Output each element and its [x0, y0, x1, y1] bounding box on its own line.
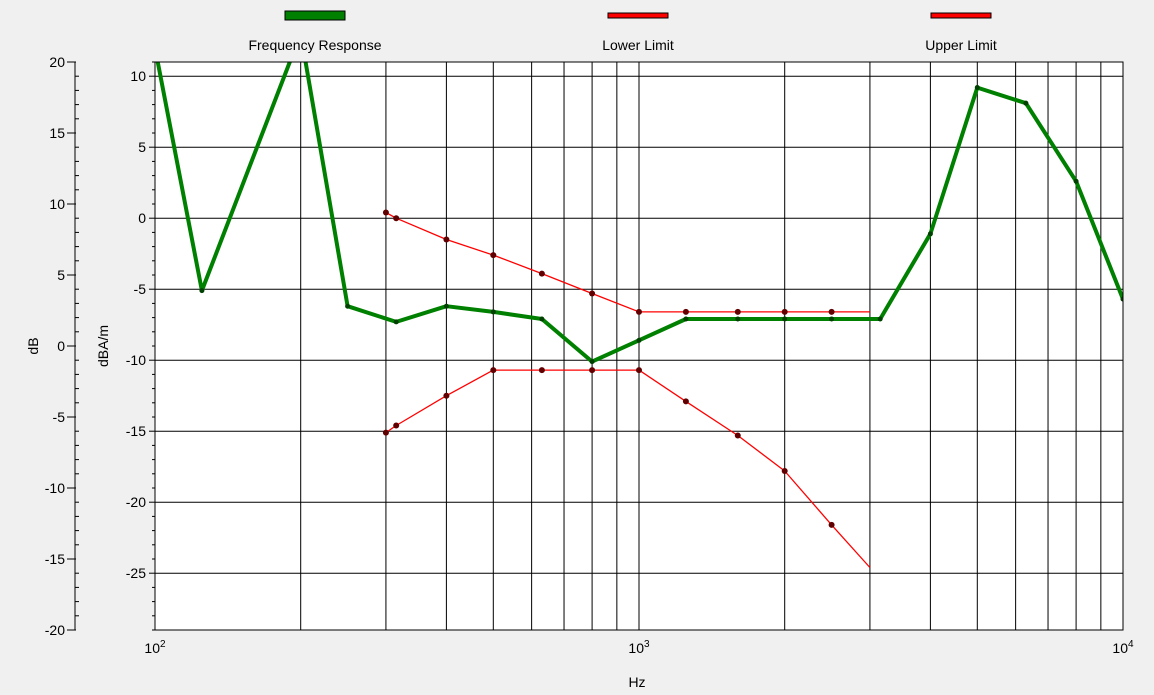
data-point: [735, 316, 741, 322]
data-point: [636, 367, 642, 374]
y-axis-inner-title: dBA/m: [95, 325, 111, 367]
x-tick-label: 104: [1112, 639, 1134, 656]
data-point: [490, 252, 497, 259]
x-tick-label-base: 10: [1112, 640, 1128, 656]
data-point: [1023, 100, 1029, 106]
y-axis-outer-title: dB: [25, 337, 41, 354]
data-point: [589, 290, 596, 297]
data-point: [1073, 178, 1079, 184]
legend-swatch: [607, 12, 669, 19]
x-tick-label-exponent: 2: [160, 639, 166, 650]
x-tick-label-exponent: 4: [1128, 639, 1134, 650]
y-outer-tick-label: 5: [57, 267, 65, 283]
x-tick-label: 102: [144, 639, 166, 656]
series-2: [382, 367, 871, 568]
series-1: [382, 209, 870, 315]
y-outer-tick-label: 15: [49, 125, 65, 141]
y-inner-tick-label: 5: [138, 139, 146, 155]
y-outer-tick-label: -15: [45, 551, 65, 567]
y-outer-tick-label: -5: [53, 409, 66, 425]
data-point: [199, 288, 205, 294]
series-line: [385, 369, 871, 568]
data-point: [781, 467, 788, 474]
y-axis-outer: 20 15 10 5 0 -5 -10 -15 -20: [45, 54, 79, 638]
data-point: [1120, 296, 1123, 302]
x-axis: 102 103 104: [144, 639, 1134, 656]
series-line: [385, 211, 870, 313]
data-point: [781, 308, 788, 315]
data-point: [734, 308, 741, 315]
data-point: [636, 337, 642, 343]
data-point: [298, 31, 303, 36]
data-point: [782, 316, 788, 322]
data-point: [927, 231, 933, 237]
data-point: [393, 422, 400, 429]
data-point: [345, 303, 351, 309]
y-outer-tick-label: 20: [49, 54, 65, 70]
data-point: [828, 308, 835, 315]
data-point: [828, 521, 835, 528]
y-outer-tick-label: -10: [45, 480, 65, 496]
data-point: [683, 316, 689, 322]
data-point: [636, 308, 642, 315]
data-point: [734, 432, 741, 439]
data-point: [382, 429, 389, 436]
data-point: [153, 45, 158, 50]
x-tick-label-base: 10: [628, 640, 644, 656]
legend: Frequency Response Lower Limit Upper Limit: [248, 10, 997, 53]
data-point: [443, 303, 449, 309]
y-inner-tick-label: -20: [126, 494, 146, 510]
x-tick-label: 103: [628, 639, 650, 656]
data-point: [682, 308, 689, 315]
y-axis-inner: 10 5 0 -5 -10 -15 -20 -25: [126, 61, 155, 631]
data-point: [393, 215, 400, 222]
data-point: [829, 316, 835, 322]
legend-label: Lower Limit: [602, 37, 674, 53]
data-point: [589, 359, 595, 365]
data-point: [382, 209, 389, 216]
series-line: [155, 62, 1123, 364]
legend-label: Frequency Response: [248, 37, 381, 53]
data-point: [490, 367, 497, 374]
x-tick-label-base: 10: [144, 640, 160, 656]
data-point: [682, 398, 689, 405]
data-point: [443, 236, 450, 243]
data-point: [877, 316, 883, 322]
y-outer-tick-label: 10: [49, 196, 65, 212]
y-inner-tick-label: -25: [126, 565, 146, 581]
y-inner-tick-label: 10: [130, 68, 146, 84]
y-inner-tick-label: -5: [134, 281, 147, 297]
data-point: [490, 309, 496, 315]
data-point: [974, 85, 980, 91]
y-outer-tick-label: 0: [57, 338, 65, 354]
grid: [155, 62, 1123, 630]
legend-label: Upper Limit: [925, 37, 997, 53]
x-tick-label-exponent: 3: [644, 639, 650, 650]
data-point: [393, 319, 399, 325]
data-point: [538, 270, 545, 277]
x-axis-title: Hz: [628, 674, 645, 690]
data-point: [443, 392, 450, 399]
y-inner-tick-label: 0: [138, 210, 146, 226]
y-inner-tick-label: -15: [126, 423, 146, 439]
y-outer-tick-label: -20: [45, 622, 65, 638]
legend-swatch: [930, 12, 992, 19]
data-point: [589, 367, 596, 374]
data-point: [539, 316, 545, 322]
legend-swatch: [284, 10, 346, 21]
data-point: [538, 367, 545, 374]
y-inner-tick-label: -10: [126, 352, 146, 368]
series-0: [153, 31, 1123, 365]
series-layer: [153, 31, 1123, 568]
